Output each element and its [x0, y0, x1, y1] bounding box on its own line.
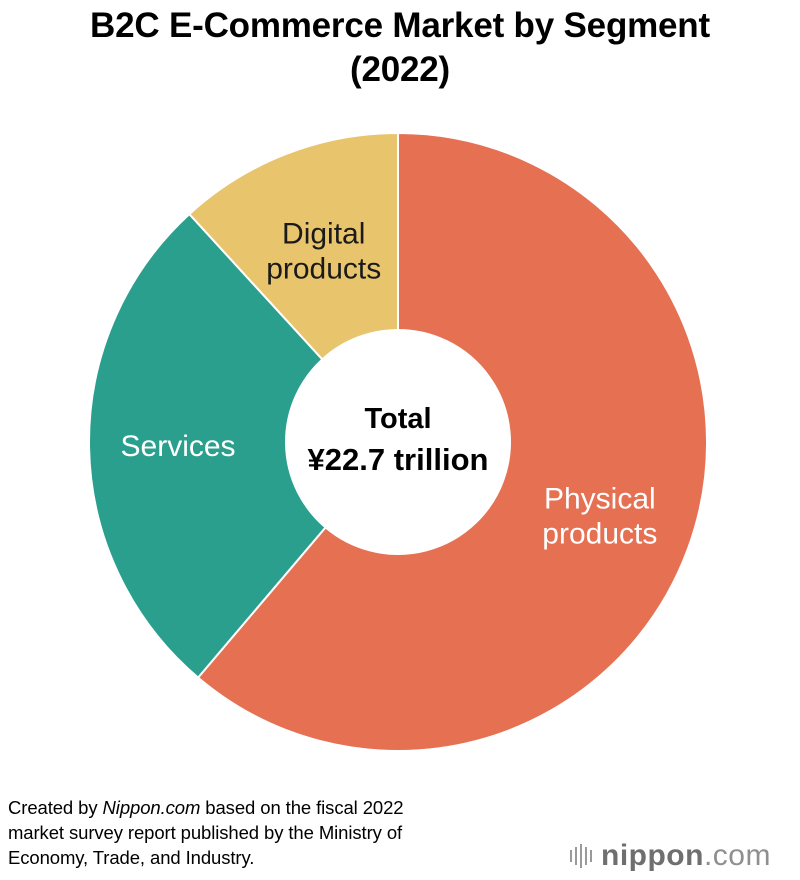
logo-bars-icon: [570, 844, 592, 868]
slice-label-digital-products: Digital products: [266, 217, 381, 285]
center-total-label: Total ¥22.7 trillion: [308, 403, 489, 477]
nippon-com-logo: nippon.com: [570, 836, 795, 876]
chart-title-line-2: (2022): [350, 50, 450, 89]
source-note-line-2: market survey report published by the Mi…: [8, 822, 403, 843]
slice-digital-products: [187, 131, 399, 361]
source-note-line-1: Created by Nippon.com based on the fisca…: [8, 797, 404, 818]
source-note-line-3: Economy, Trade, and Industry.: [8, 847, 255, 868]
source-note: Created by Nippon.com based on the fisca…: [8, 795, 568, 870]
slice-label-physical-products: Physical products: [542, 483, 657, 551]
chart-title: B2C E-Commerce Market by Segment (2022): [0, 4, 800, 92]
slice-physical-products: [196, 131, 708, 752]
chart-title-line-1: B2C E-Commerce Market by Segment: [90, 6, 710, 45]
slice-services: [88, 212, 327, 680]
logo-wordmark: nippon.com: [601, 839, 771, 872]
slice-label-services: Services: [121, 430, 236, 463]
source-name: Nippon.com: [102, 797, 201, 818]
